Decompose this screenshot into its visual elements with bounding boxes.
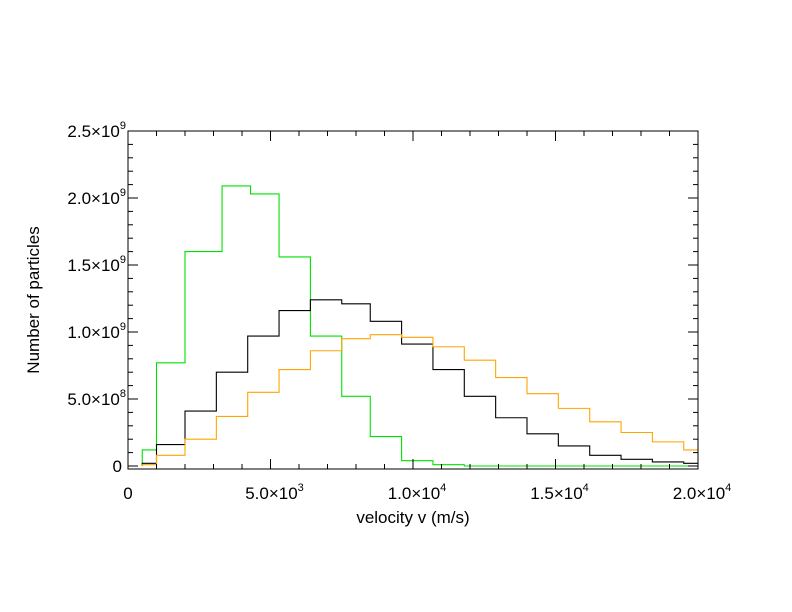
y-tick-label-exponent: 9 [120, 120, 126, 132]
y-tick-label-exponent: 8 [120, 388, 126, 400]
y-tick-label: 2.0×109 [67, 187, 126, 208]
x-tick-label: 2.0×104 [673, 482, 732, 503]
y-tick-label: 1.0×109 [67, 321, 126, 342]
y-tick-label-mantissa: 0 [113, 457, 122, 476]
y-tick-label-exponent: 9 [120, 187, 126, 199]
x-tick-label-mantissa: 5.0×10 [245, 484, 297, 503]
x-tick-label-exponent: 4 [725, 482, 731, 494]
series-2-line [141, 299, 698, 466]
y-tick-label-mantissa: 1.0×10 [67, 323, 119, 342]
x-tick-label-mantissa: 1.0×10 [388, 484, 440, 503]
y-tick-label-mantissa: 2.5×10 [67, 122, 119, 141]
y-tick-label: 2.5×109 [67, 120, 126, 141]
axes-layer [127, 130, 699, 470]
series-layer [141, 185, 698, 467]
tick-labels-layer: 0 5.0×103 1.0×104 1.5×104 2.0×10405.0×1081.0… [67, 120, 731, 503]
x-tick-label-exponent: 4 [440, 482, 446, 494]
y-tick-label: 5.0×108 [67, 388, 126, 409]
plot-frame [127, 130, 699, 470]
series-3-line [141, 334, 698, 466]
x-tick-label-mantissa: 0 [123, 484, 132, 503]
y-tick-label-mantissa: 1.5×10 [67, 256, 119, 275]
y-axis-title: Number of particles [24, 226, 43, 373]
series-1-line [141, 185, 698, 467]
y-tick-label-exponent: 9 [120, 254, 126, 266]
y-tick-label-mantissa: 5.0×10 [67, 390, 119, 409]
x-tick-label: 0 [123, 484, 132, 503]
x-tick-label: 1.5×104 [530, 482, 589, 503]
y-tick-label: 1.5×109 [67, 254, 126, 275]
y-tick-label: 0 [113, 457, 122, 476]
x-tick-label: 1.0×104 [388, 482, 447, 503]
x-tick-label-mantissa: 1.5×10 [530, 484, 582, 503]
y-tick-label-mantissa: 2.0×10 [67, 189, 119, 208]
x-tick-label-mantissa: 2.0×10 [673, 484, 725, 503]
x-tick-label-exponent: 3 [298, 482, 304, 494]
x-tick-label-exponent: 4 [583, 482, 589, 494]
x-axis-title: velocity v (m/s) [356, 508, 469, 527]
x-tick-label: 5.0×103 [245, 482, 304, 503]
y-tick-label-exponent: 9 [120, 321, 126, 333]
ticks-layer [127, 130, 699, 469]
